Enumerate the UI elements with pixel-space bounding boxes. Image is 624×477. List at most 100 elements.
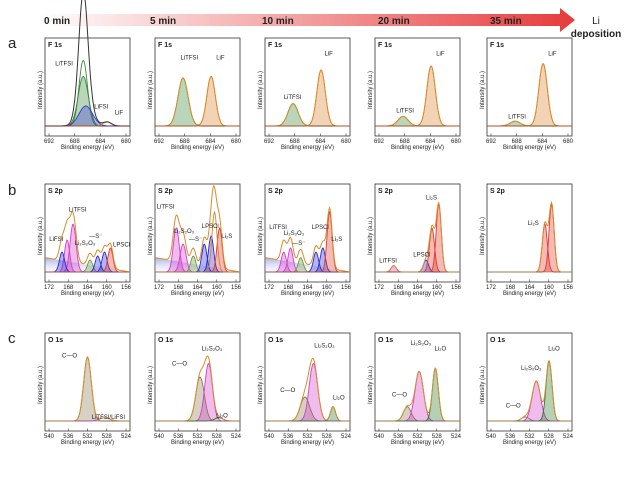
x-tick-label: 692: [154, 139, 165, 145]
peak-label: Li₂S₂O₃: [75, 241, 96, 247]
x-tick-label: 688: [180, 139, 191, 145]
x-tick-label: 532: [192, 434, 203, 440]
time-label-10: 10 min: [262, 16, 294, 27]
y-axis-label: Intensity (a.u.): [480, 217, 486, 255]
peak-label: Li₂S₂O₃: [202, 347, 223, 353]
peak-label: Li₂S: [528, 221, 539, 227]
x-tick-label: 684: [537, 139, 548, 145]
x-axis-label: Binding energy (eV): [391, 291, 444, 297]
x-tick-label: 692: [374, 139, 385, 145]
x-tick-label: 172: [44, 285, 55, 291]
peak-label: LiF: [325, 52, 334, 58]
x-tick-label: 536: [283, 434, 294, 440]
x-tick-label: 688: [70, 139, 81, 145]
x-tick-label: 524: [341, 434, 352, 440]
x-tick-label: 168: [505, 285, 516, 291]
peak-label: Li₂S₂O₃: [411, 341, 432, 347]
x-tick-label: 172: [374, 285, 385, 291]
y-axis-label: Intensity (a.u.): [148, 217, 154, 255]
envelope-curve: [44, 211, 131, 273]
x-tick-label: 168: [283, 285, 294, 291]
plot-frame: [486, 332, 573, 432]
x-tick-label: 528: [322, 434, 333, 440]
x-axis-label: Binding energy (eV): [281, 145, 334, 151]
y-axis-label: Intensity (a.u.): [258, 366, 264, 404]
y-axis-label: Intensity (a.u.): [368, 71, 374, 109]
region-title: F 1s: [158, 42, 172, 49]
x-tick-label: 540: [374, 434, 385, 440]
peak-label: —S⁻: [89, 234, 102, 240]
y-axis-label: Intensity (a.u.): [480, 71, 486, 109]
xps-panel: S 2p Intensity (a.u.) 172 168 164 160 156 Bindi…: [368, 183, 462, 297]
x-tick-label: 156: [121, 285, 132, 291]
peak-label: Li₂S₂O₃: [314, 344, 335, 350]
row-letter-a: a: [8, 35, 17, 52]
plot-frame: [264, 37, 351, 137]
peak-label: Li₂O: [548, 347, 560, 353]
x-tick-label: 532: [524, 434, 535, 440]
row-letter-c: c: [8, 330, 16, 347]
x-axis-label: Binding energy (eV): [171, 291, 224, 297]
peak-label: LiTFSI: [379, 258, 397, 264]
plot-frame: [44, 332, 131, 432]
y-axis-label: Intensity (a.u.): [258, 217, 264, 255]
peak-label: Li₂O: [435, 347, 447, 353]
xps-panel: S 2p Intensity (a.u.) 172 168 164 160 156 Bindi…: [258, 183, 352, 297]
peak-label: LiF: [216, 56, 225, 62]
x-tick-label: 684: [425, 139, 436, 145]
y-axis-label: Intensity (a.u.): [148, 366, 154, 404]
x-tick-label: 536: [505, 434, 516, 440]
x-axis-label: Binding energy (eV): [503, 440, 556, 446]
xps-panel: F 1s Intensity (a.u.) 692 688 684 680 Binding …: [38, 0, 132, 151]
xps-panel: F 1s Intensity (a.u.) 692 688 684 680 Binding …: [148, 37, 242, 151]
peak-label: LiF: [548, 52, 557, 58]
x-tick-label: 164: [302, 285, 313, 291]
peak-label: —S⁻: [189, 237, 202, 243]
x-axis-label: Binding energy (eV): [391, 440, 444, 446]
peak-label: LPSCl: [202, 224, 219, 230]
x-tick-label: 524: [563, 434, 574, 440]
x-axis-label: Binding energy (eV): [281, 440, 334, 446]
peak-label: Li₂O: [216, 413, 228, 419]
peak-label: LiTFSI: [157, 205, 175, 211]
x-tick-label: 692: [486, 139, 497, 145]
xps-panel: F 1s Intensity (a.u.) 692 688 684 680 Binding …: [258, 37, 352, 151]
x-tick-label: 172: [486, 285, 497, 291]
envelope-curve: [264, 206, 351, 273]
x-tick-label: 688: [290, 139, 301, 145]
plot-frame: [486, 37, 573, 137]
peak-label: LiF: [436, 52, 445, 58]
x-tick-label: 692: [44, 139, 55, 145]
plot-frame: [154, 37, 241, 137]
xps-panel: S 2p Intensity (a.u.) 172 168 164 160 156 Bindi…: [480, 183, 574, 297]
x-tick-label: 680: [563, 139, 574, 145]
region-title: F 1s: [378, 42, 392, 49]
time-label-5: 5 min: [150, 16, 176, 27]
region-title: F 1s: [48, 42, 62, 49]
peak-label: LiTFSI: [181, 56, 199, 62]
x-axis-label: Binding energy (eV): [171, 440, 224, 446]
xps-panel: S 2p Intensity (a.u.) 172 168 164 160 156 Bindi…: [38, 183, 132, 297]
xps-panel: S 2p Intensity (a.u.) 172 168 164 160 156 Bindi…: [148, 183, 242, 297]
peak-label: C—O: [280, 388, 295, 394]
peak-label: —S⁻: [292, 241, 305, 247]
plot-frame: [374, 332, 461, 432]
x-tick-label: 532: [412, 434, 423, 440]
x-tick-label: 164: [524, 285, 535, 291]
arrow-end-label-line1: Li: [592, 16, 600, 27]
x-tick-label: 160: [102, 285, 113, 291]
x-tick-label: 536: [63, 434, 74, 440]
x-tick-label: 164: [412, 285, 423, 291]
x-tick-label: 688: [512, 139, 523, 145]
x-tick-label: 172: [154, 285, 165, 291]
y-axis-label: Intensity (a.u.): [38, 71, 44, 109]
xps-panel: O 1s Intensity (a.u.) 540 536 532 528 524 Bindi…: [148, 332, 242, 446]
plot-frame: [374, 183, 461, 283]
x-tick-label: 160: [322, 285, 333, 291]
x-tick-label: 164: [82, 285, 93, 291]
peak-label: LPSCl: [312, 225, 329, 231]
x-tick-label: 524: [121, 434, 132, 440]
x-tick-label: 684: [315, 139, 326, 145]
peak-label: LiTFSI: [269, 225, 287, 231]
